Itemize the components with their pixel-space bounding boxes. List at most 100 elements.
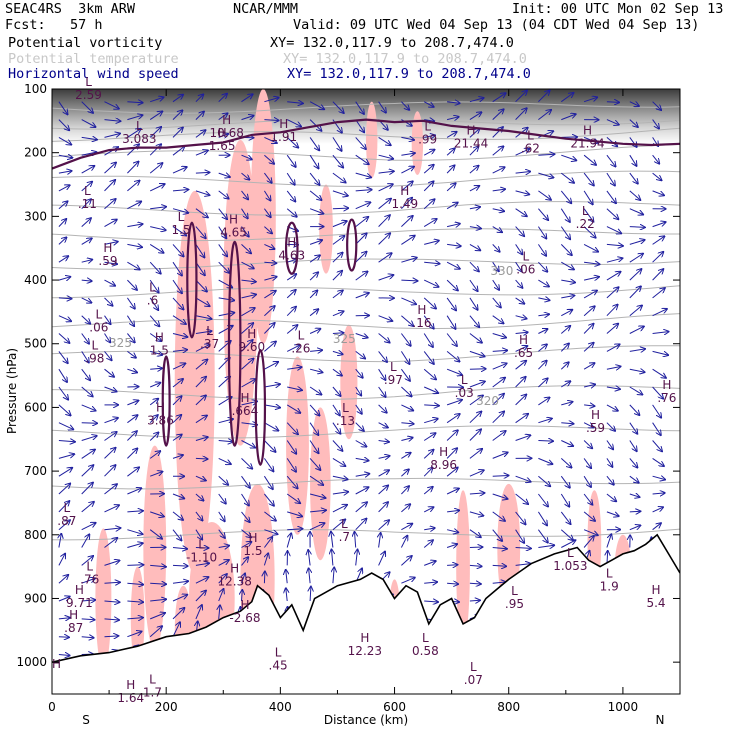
wind-vector bbox=[606, 404, 618, 411]
wind-vector bbox=[378, 275, 394, 281]
wind-vector bbox=[469, 529, 481, 538]
extremum-marker: L bbox=[390, 360, 397, 374]
wind-vector bbox=[332, 368, 342, 375]
wind-vector bbox=[127, 467, 139, 477]
extremum-value: .98 bbox=[85, 352, 104, 366]
wind-vector bbox=[446, 132, 457, 138]
extremum-marker: L bbox=[84, 184, 91, 198]
wind-vector bbox=[264, 440, 275, 452]
wind-vector bbox=[401, 453, 410, 459]
wind-vector bbox=[241, 529, 252, 538]
wind-vector bbox=[583, 475, 591, 487]
wind-vector bbox=[58, 554, 65, 566]
wind-vector bbox=[332, 253, 343, 263]
wind-vector bbox=[127, 350, 135, 357]
wind-vector bbox=[218, 208, 227, 219]
wind-vector bbox=[218, 261, 230, 273]
wind-vector bbox=[378, 333, 390, 343]
wind-vector bbox=[127, 601, 143, 602]
wind-vector bbox=[81, 315, 91, 324]
wind-vector bbox=[378, 422, 388, 428]
wind-vector bbox=[469, 186, 479, 192]
y-tick-label: 700 bbox=[24, 464, 47, 478]
x-tick-label: 400 bbox=[269, 700, 292, 714]
wind-vector bbox=[58, 219, 66, 227]
x-end-label-north: N bbox=[656, 713, 665, 727]
wind-vector bbox=[59, 534, 61, 548]
wind-vector bbox=[242, 590, 243, 602]
wind-vector bbox=[149, 399, 158, 406]
extremum-marker: L bbox=[341, 517, 348, 531]
wind-vector bbox=[561, 381, 570, 388]
wind-vector bbox=[263, 475, 272, 489]
extremum-marker: H bbox=[103, 241, 112, 255]
wind-vector bbox=[446, 448, 457, 459]
wind-vector bbox=[469, 227, 481, 229]
extremum-marker: H bbox=[52, 657, 61, 671]
wind-vector bbox=[172, 350, 187, 352]
extremum-marker: H bbox=[75, 583, 84, 597]
wind-vector bbox=[287, 102, 303, 104]
wind-vector bbox=[81, 152, 97, 155]
wind-vector bbox=[423, 219, 436, 228]
wind-vector bbox=[492, 378, 505, 388]
wind-vector bbox=[583, 208, 593, 222]
wind-vector bbox=[104, 418, 118, 424]
wind-vector bbox=[309, 422, 318, 435]
wind-vector bbox=[515, 108, 527, 120]
extremum-marker: L bbox=[136, 119, 143, 133]
wind-vector bbox=[629, 306, 642, 317]
pv-closed-contour bbox=[284, 221, 299, 275]
wind-vector bbox=[150, 207, 166, 209]
wind-vector bbox=[469, 243, 480, 250]
wind-vector bbox=[332, 422, 341, 434]
wind-vector bbox=[606, 102, 619, 103]
wind-vector bbox=[446, 165, 454, 174]
wind-vector bbox=[492, 93, 506, 103]
extremum-value: .06 bbox=[516, 262, 535, 276]
wind-vector bbox=[127, 401, 138, 406]
x-axis-ticks: 0 200 400 600 800 1000 bbox=[48, 89, 638, 714]
wind-vector bbox=[127, 488, 141, 495]
wind-vector bbox=[378, 386, 386, 397]
wind-vector bbox=[58, 501, 69, 513]
wind-vector bbox=[58, 101, 68, 115]
wind-vector bbox=[104, 619, 119, 620]
wind-vector bbox=[378, 199, 391, 210]
wind-vector bbox=[561, 402, 572, 405]
wind-vector bbox=[606, 344, 620, 352]
wind-vector bbox=[583, 384, 595, 387]
extremum-value: .95 bbox=[505, 597, 524, 611]
wind-vector bbox=[241, 308, 255, 317]
wind-vector bbox=[401, 438, 412, 441]
wind-vector bbox=[629, 190, 641, 200]
wind-vector bbox=[401, 486, 409, 495]
wind-vector bbox=[469, 333, 482, 343]
extremum-marker: H bbox=[248, 531, 257, 545]
wind-vector bbox=[264, 405, 280, 408]
wind-vector bbox=[150, 599, 166, 601]
field-wind-name: Horizontal wind speed bbox=[8, 66, 179, 82]
wind-vector bbox=[241, 155, 252, 159]
wind-vector bbox=[492, 297, 501, 308]
wind-vector bbox=[58, 618, 70, 619]
wind-vector bbox=[263, 537, 272, 548]
extremum-marker: H bbox=[156, 400, 165, 414]
wind-vector bbox=[606, 387, 620, 389]
wind-vector bbox=[241, 493, 249, 506]
wind-vector bbox=[423, 150, 434, 156]
extremum-marker: H bbox=[591, 408, 600, 422]
extremum-marker: H bbox=[662, 378, 671, 392]
wind-vector bbox=[469, 565, 482, 566]
wind-vector bbox=[195, 130, 206, 138]
extremum-marker: H bbox=[240, 598, 249, 612]
extremum-marker: H bbox=[652, 583, 661, 597]
wind-vector bbox=[309, 475, 323, 485]
wind-vector bbox=[264, 529, 277, 535]
wind-vector bbox=[492, 226, 502, 233]
wind-vector bbox=[423, 368, 436, 379]
wind-vector bbox=[469, 261, 479, 271]
extremum-value: 1.5 bbox=[243, 544, 262, 558]
wind-vector bbox=[606, 272, 621, 281]
wind-vector bbox=[629, 440, 637, 452]
